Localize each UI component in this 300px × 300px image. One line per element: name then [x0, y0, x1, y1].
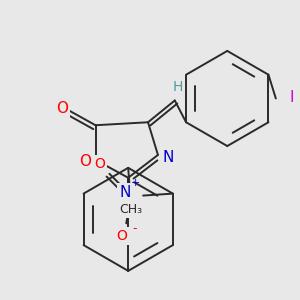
Text: -: -	[132, 222, 136, 235]
Text: CH₃: CH₃	[120, 203, 143, 216]
Text: +: +	[130, 178, 140, 188]
Text: I: I	[290, 90, 294, 105]
Text: H: H	[172, 80, 183, 94]
Text: O: O	[94, 157, 105, 171]
Text: O: O	[116, 229, 127, 243]
Text: N: N	[162, 150, 173, 165]
Text: N: N	[120, 185, 131, 200]
Text: O: O	[80, 154, 92, 169]
Text: O: O	[56, 101, 68, 116]
